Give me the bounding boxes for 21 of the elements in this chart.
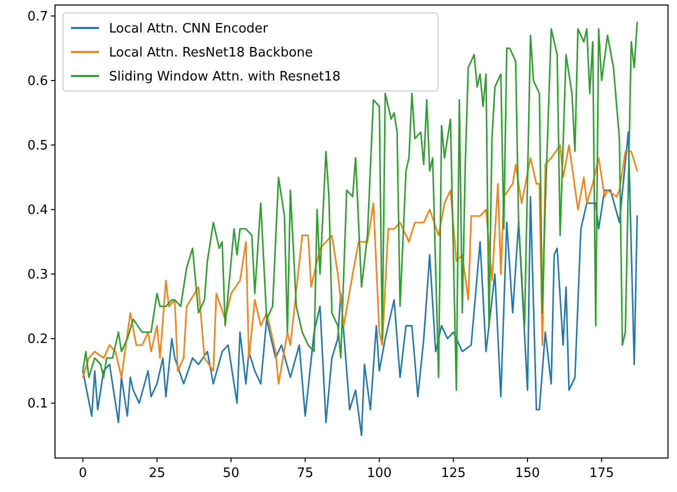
y-tick-label: 0.7	[27, 10, 48, 25]
x-tick-label: 125	[440, 466, 466, 481]
y-tick-label: 0.3	[27, 268, 48, 283]
line-series	[82, 131, 638, 436]
y-tick-label: 0.4	[27, 203, 48, 218]
x-tick-label: 25	[148, 466, 166, 481]
x-tick-label: 50	[222, 466, 240, 481]
y-tick-label: 0.2	[27, 332, 48, 348]
legend-label: Sliding Window Attn. with Resnet18	[109, 70, 341, 85]
y-tick-label: 0.6	[27, 74, 48, 90]
y-tick-label: 0.5	[27, 138, 48, 154]
legend-label: Local Attn. CNN Encoder	[109, 22, 269, 37]
y-tick-label: 0.1	[27, 396, 48, 412]
x-tick-label: 175	[589, 466, 614, 481]
x-tick-label: 75	[296, 466, 314, 481]
line-series	[82, 144, 638, 385]
x-tick-label: 0	[78, 466, 88, 481]
legend-label: Local Attn. ResNet18 Backbone	[109, 46, 313, 61]
x-tick-label: 100	[366, 466, 392, 481]
line-series	[82, 22, 638, 391]
x-tick-label: 150	[515, 466, 540, 481]
